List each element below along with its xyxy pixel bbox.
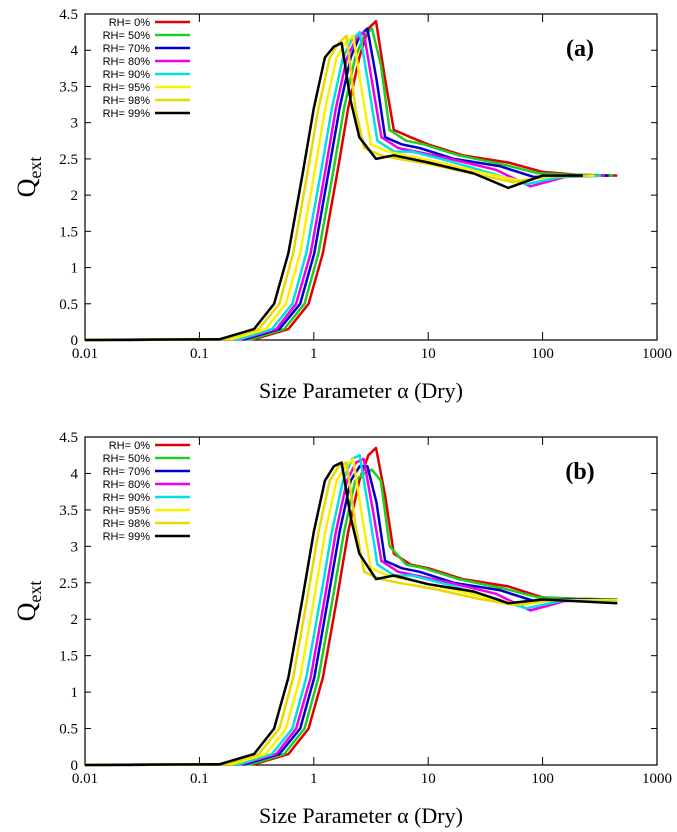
- y-tick-label: 4: [71, 466, 79, 482]
- y-tick-label: 0: [71, 758, 79, 774]
- x-tick-label: 0.01: [72, 771, 98, 787]
- legend-label: RH= 98%: [103, 518, 151, 530]
- legend-label: RH= 99%: [103, 531, 151, 543]
- legend-label: RH= 70%: [103, 43, 151, 55]
- legend-label: RH= 80%: [103, 479, 151, 491]
- y-tick-label: 2.5: [59, 152, 78, 168]
- y-tick-label: 3.5: [59, 503, 78, 519]
- series-line: [84, 27, 609, 342]
- legend-label: RH= 70%: [103, 466, 151, 478]
- series-line: [84, 457, 618, 767]
- x-tick-label: 10: [421, 771, 436, 787]
- y-tick-label: 0.5: [59, 722, 78, 738]
- plot-frame: [84, 436, 658, 766]
- x-tick-label: 1000: [642, 771, 672, 787]
- series-line: [84, 461, 618, 767]
- series-line: [84, 461, 618, 767]
- series-line: [84, 30, 602, 342]
- legend-label: RH= 95%: [103, 82, 151, 94]
- series-line: [84, 27, 614, 342]
- y-tick-label: 3.5: [59, 79, 78, 95]
- series-line: [84, 464, 618, 767]
- series-line: [84, 468, 618, 767]
- y-axis-label-main: Q: [12, 178, 41, 197]
- y-tick-label: 0.5: [59, 297, 78, 313]
- y-axis-label-main: Q: [12, 602, 41, 621]
- legend-label: RH= 90%: [103, 492, 151, 504]
- x-axis-label: Size Parameter α (Dry): [259, 378, 463, 403]
- panel-label: (b): [565, 459, 594, 485]
- y-tick-label: 1: [71, 685, 79, 701]
- y-axis-label: Qext: [12, 157, 45, 198]
- plot-frame: [84, 13, 658, 341]
- series-line: [84, 19, 618, 342]
- legend-label: RH= 80%: [103, 56, 151, 68]
- x-tick-label: 1: [310, 771, 318, 787]
- y-tick-label: 1.5: [59, 649, 78, 665]
- legend-label: RH= 50%: [103, 453, 151, 465]
- series-line: [84, 41, 583, 342]
- x-tick-label: 1: [310, 346, 318, 362]
- x-tick-label: 10: [421, 346, 436, 362]
- panel-label: (a): [566, 36, 594, 62]
- legend-label: RH= 99%: [103, 108, 151, 120]
- y-axis-label-sub: ext: [25, 157, 45, 179]
- legend-label: RH= 0%: [109, 17, 150, 29]
- legend-label: RH= 0%: [109, 440, 150, 452]
- legend-label: RH= 98%: [103, 95, 151, 107]
- x-tick-label: 100: [531, 346, 554, 362]
- series-line: [84, 457, 618, 767]
- series-line: [84, 446, 618, 767]
- y-tick-label: 3: [71, 539, 79, 555]
- x-tick-label: 0.01: [72, 346, 98, 362]
- y-axis-label-sub: ext: [25, 581, 45, 603]
- y-tick-label: 2: [71, 188, 79, 204]
- y-tick-label: 0: [71, 333, 79, 349]
- x-tick-label: 100: [531, 771, 554, 787]
- y-tick-label: 1.5: [59, 224, 78, 240]
- series-line: [84, 30, 606, 342]
- legend-label: RH= 95%: [103, 505, 151, 517]
- y-tick-label: 4.5: [59, 430, 78, 446]
- y-tick-label: 4: [71, 43, 79, 59]
- x-axis-label: Size Parameter α (Dry): [259, 803, 463, 828]
- legend-label: RH= 50%: [103, 30, 151, 42]
- x-tick-label: 0.1: [190, 771, 209, 787]
- y-tick-label: 4.5: [59, 7, 78, 23]
- x-tick-label: 0.1: [190, 346, 209, 362]
- y-tick-label: 1: [71, 261, 79, 277]
- y-tick-label: 3: [71, 116, 79, 132]
- series-line: [84, 34, 588, 342]
- x-tick-label: 1000: [642, 346, 672, 362]
- legend-label: RH= 90%: [103, 69, 151, 81]
- y-tick-label: 2.5: [59, 576, 78, 592]
- y-axis-label: Qext: [12, 581, 45, 622]
- y-tick-label: 2: [71, 612, 79, 628]
- series-line: [84, 34, 595, 342]
